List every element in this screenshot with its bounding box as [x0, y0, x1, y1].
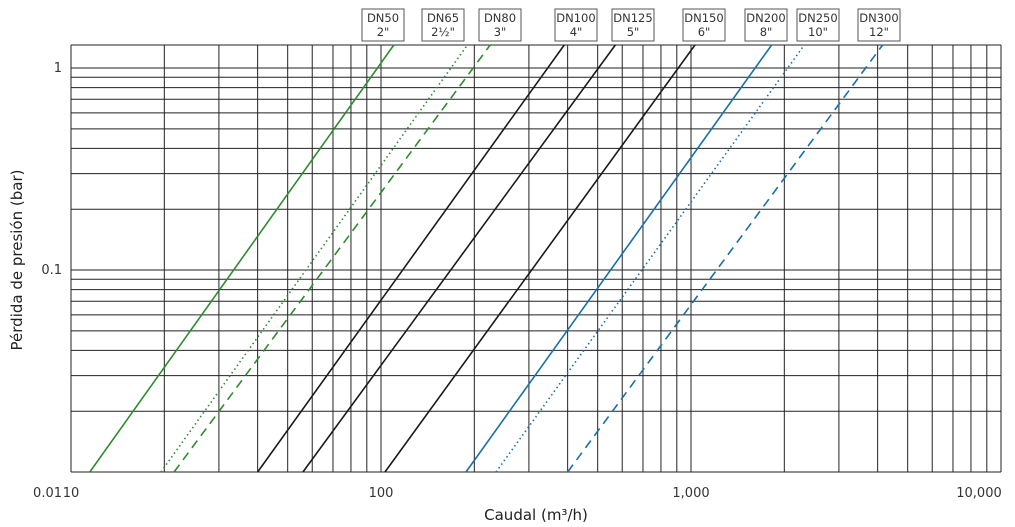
grid [70, 44, 1002, 473]
x-tick-label: 10,000 [956, 486, 1002, 501]
series-tag-inch: 10" [808, 25, 828, 39]
series-line-dn150 [384, 44, 696, 473]
series-line-dn50 [89, 44, 395, 473]
x-tick-label: 100 [369, 486, 394, 501]
y-tick-label: 0.1 [41, 263, 62, 278]
series-line-dn300 [566, 44, 884, 473]
series-tag-box [744, 8, 788, 42]
series-line-dn100 [256, 44, 565, 473]
x-tick-label: 10 [63, 486, 80, 501]
series-tag-size: DN150 [684, 11, 723, 25]
series-line-dn125 [302, 44, 616, 473]
series-line-dn80 [173, 44, 491, 473]
series-tag-box [478, 8, 522, 42]
series-tag-box [554, 8, 598, 42]
series-tag-inch: 4" [570, 25, 583, 39]
series-tag-size: DN200 [746, 11, 785, 25]
series-tag-size: DN300 [859, 11, 898, 25]
series-line-dn65 [160, 44, 469, 473]
series-tag-inch: 2" [377, 25, 390, 39]
y-axis-title: Pérdida de presión (bar) [8, 170, 26, 351]
x-axis-title: Caudal (m³/h) [484, 506, 588, 524]
y-tick-label: 0.01 [33, 486, 62, 501]
series-tag-size: DN125 [613, 11, 652, 25]
x-tick-label: 1,000 [672, 486, 709, 501]
series-tag-box [421, 8, 465, 42]
series-tag-inch: 5" [627, 25, 640, 39]
series-tag-inch: 8" [760, 25, 773, 39]
series-tag-box [796, 8, 840, 42]
series-lines [89, 44, 884, 473]
series-tag-size: DN65 [427, 11, 459, 25]
series-tag-inch: 6" [698, 25, 711, 39]
series-tag-size: DN100 [556, 11, 595, 25]
series-tag-box [857, 8, 901, 42]
series-tag-inch: 3" [494, 25, 507, 39]
tick-labels: 10 100 1,000 10,000 0.01 0.1 1 [33, 61, 1002, 501]
series-tag-box [611, 8, 655, 42]
series-line-dn250 [495, 44, 805, 473]
series-tag-inch: 2½" [431, 25, 455, 39]
series-tag-size: DN250 [798, 11, 837, 25]
series-tag-size: DN80 [484, 11, 516, 25]
series-tag-inch: 12" [869, 25, 889, 39]
series-tag-size: DN50 [367, 11, 399, 25]
series-tag-box [361, 8, 405, 42]
series-tag-box [682, 8, 726, 42]
series-line-dn200 [465, 44, 773, 473]
y-tick-label: 1 [54, 61, 62, 76]
